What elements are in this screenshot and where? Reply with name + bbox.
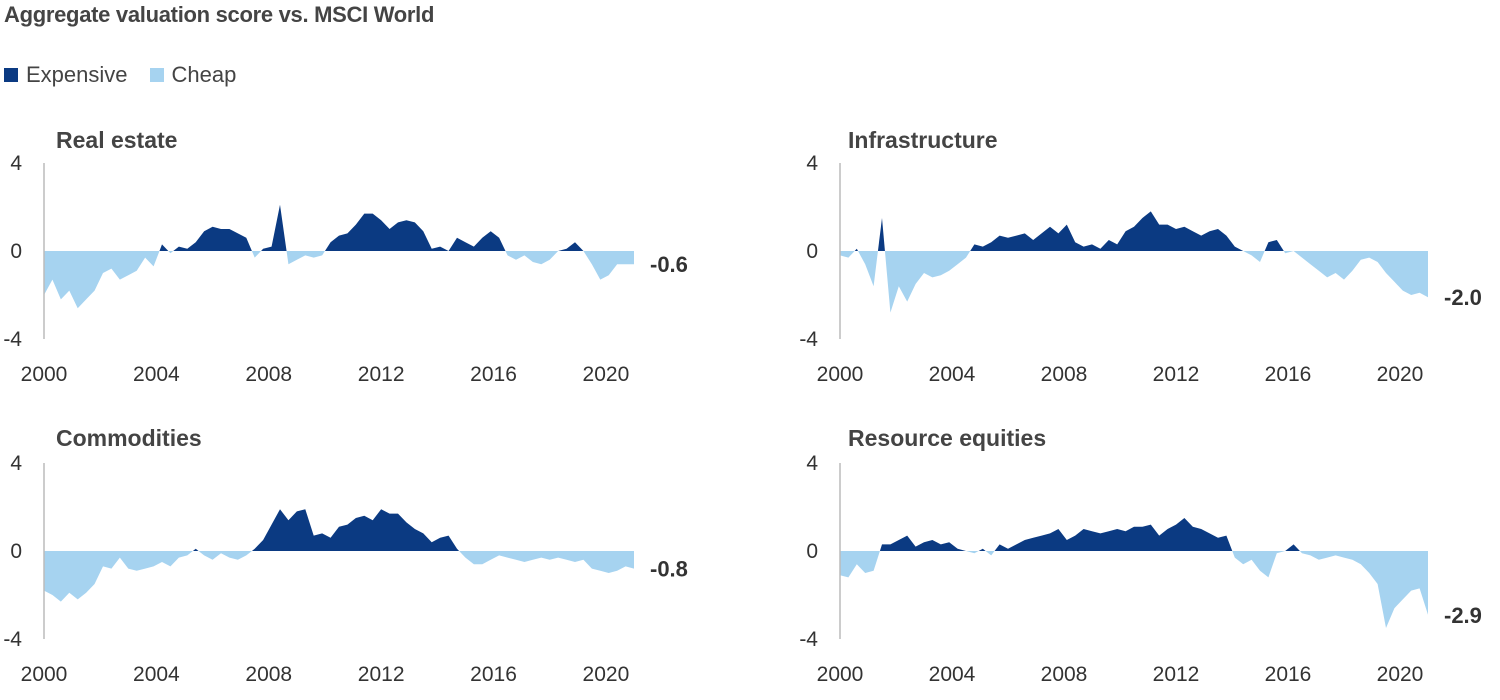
cheap-area-2 [966, 551, 979, 554]
end-value-label: -0.8 [650, 557, 688, 582]
expensive-area-3 [877, 218, 885, 251]
cheap-area-2 [858, 251, 878, 287]
x-tick-label: 2020 [1377, 363, 1424, 386]
x-tick-label: 2016 [470, 363, 517, 386]
x-tick-label: 2004 [929, 663, 976, 686]
cheap-area-0 [44, 551, 193, 602]
y-tick-label: -4 [799, 628, 818, 651]
cheap-area-10 [583, 251, 634, 280]
cheap-area-2 [168, 251, 174, 254]
cheap-area-8 [1299, 551, 1428, 628]
x-tick-label: 2008 [245, 663, 292, 686]
legend-label-cheap: Cheap [171, 62, 237, 87]
x-tick-label: 2000 [21, 663, 68, 686]
x-tick-label: 2012 [1153, 363, 1200, 386]
expensive-area-5 [994, 518, 1233, 551]
panel-infrastructure: Infrastructure 4 0 -4 2000 2004 2008 2012 2016 20… [799, 127, 1482, 386]
x-tick-label: 2012 [358, 663, 405, 686]
expensive-area-3 [978, 548, 986, 551]
x-tick-label: 2020 [1377, 663, 1424, 686]
chart-title: Aggregate valuation score vs. MSCI World [4, 2, 435, 27]
end-value-label: -2.0 [1444, 285, 1482, 310]
cheap-area-0 [840, 251, 855, 258]
x-tick-label: 2000 [21, 363, 68, 386]
x-tick-label: 2012 [1153, 663, 1200, 686]
y-tick-label: -4 [3, 628, 22, 651]
end-value-label: -0.6 [650, 252, 688, 277]
legend-item-expensive: Expensive [4, 62, 128, 88]
cheap-area-4 [459, 551, 634, 573]
x-tick-label: 2004 [929, 363, 976, 386]
x-tick-label: 2016 [1265, 663, 1312, 686]
x-tick-label: 2012 [358, 363, 405, 386]
x-tick-label: 2016 [470, 663, 517, 686]
expensive-area-7 [1264, 240, 1284, 251]
panel-real-estate: Real estate 4 0 -4 2000 2004 2008 2012 2016 2020 -… [3, 127, 688, 386]
expensive-area-1 [854, 248, 858, 251]
expensive-area-5 [261, 204, 287, 251]
panel-commodities: Commodities 4 0 -4 2000 2004 2008 2012 2016 2020 -… [3, 425, 688, 686]
panel-title: Commodities [56, 425, 202, 451]
x-tick-label: 2004 [133, 363, 180, 386]
x-tick-label: 2008 [1041, 663, 1088, 686]
x-tick-label: 2000 [817, 663, 864, 686]
panel-resource-equities: Resource equities 4 0 -4 2000 2004 2008 2012 201… [799, 425, 1482, 686]
expensive-area-5 [970, 211, 1244, 251]
y-tick-label: 4 [806, 152, 818, 175]
x-tick-label: 2020 [583, 663, 630, 686]
cheap-area-6 [1232, 551, 1286, 578]
panel-title: Resource equities [848, 425, 1046, 451]
y-tick-label: 4 [806, 452, 818, 475]
cheap-area-0 [44, 251, 160, 309]
expensive-area-1 [879, 535, 966, 551]
cheap-area-8 [1283, 251, 1294, 254]
cheap-area-10 [1293, 251, 1428, 298]
legend-swatch-expensive [4, 68, 18, 82]
y-tick-label: 0 [10, 240, 22, 263]
expensive-area-1 [192, 548, 199, 551]
cheap-area-2 [198, 551, 252, 560]
x-tick-label: 2004 [133, 663, 180, 686]
x-tick-label: 2016 [1265, 363, 1312, 386]
legend-item-cheap: Cheap [149, 62, 237, 88]
expensive-area-7 [1285, 544, 1300, 551]
y-tick-label: 4 [10, 152, 22, 175]
y-tick-label: -4 [3, 328, 22, 351]
expensive-area-3 [251, 509, 460, 551]
x-tick-label: 2000 [817, 363, 864, 386]
y-tick-label: 0 [10, 540, 22, 563]
cheap-area-4 [985, 551, 995, 556]
legend: Expensive Cheap [4, 62, 258, 88]
panel-title: Real estate [56, 127, 177, 153]
end-value-label: -2.9 [1444, 603, 1482, 628]
panel-title: Infrastructure [848, 127, 998, 153]
cheap-area-4 [884, 251, 971, 313]
expensive-area-1 [159, 244, 169, 251]
x-tick-label: 2008 [245, 363, 292, 386]
expensive-area-7 [324, 213, 506, 251]
cheap-area-0 [840, 551, 880, 578]
y-tick-label: 0 [806, 240, 818, 263]
cheap-area-6 [286, 251, 325, 265]
expensive-area-9 [558, 242, 584, 251]
legend-label-expensive: Expensive [26, 62, 128, 87]
legend-swatch-cheap [149, 68, 164, 82]
expensive-area-3 [173, 226, 252, 251]
cheap-area-4 [251, 251, 262, 258]
y-tick-label: 0 [806, 540, 818, 563]
x-tick-label: 2008 [1041, 363, 1088, 386]
y-tick-label: 4 [10, 452, 22, 475]
cheap-area-6 [1243, 251, 1265, 262]
y-tick-label: -4 [799, 328, 818, 351]
cheap-area-8 [505, 251, 559, 265]
x-tick-label: 2020 [583, 363, 630, 386]
